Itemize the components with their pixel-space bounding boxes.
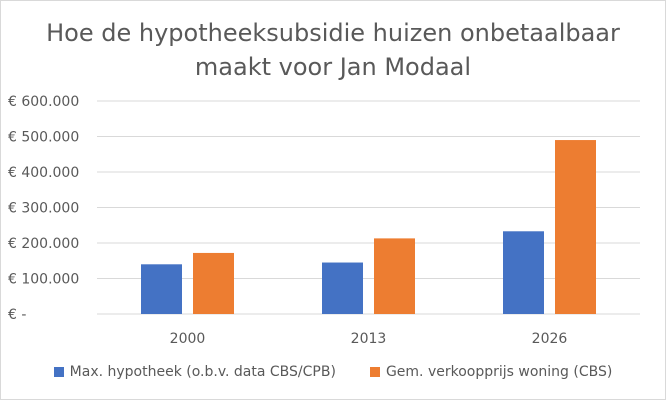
y-tick-label-4: € 400.000 — [8, 165, 79, 181]
x-axis-ticks: 2000 2013 2026 — [170, 331, 568, 347]
legend-label-series-0: Max. hypotheek (o.b.v. data CBS/CPB) — [69, 364, 336, 380]
legend-item-series-1: Gem. verkoopprijs woning (CBS) — [369, 364, 613, 380]
x-tick-label-2026: 2026 — [532, 331, 568, 347]
y-tick-label-0: € - — [8, 307, 26, 323]
y-tick-label-5: € 500.000 — [8, 130, 79, 146]
bar-series-1-2026 — [555, 140, 596, 314]
y-tick-label-6: € 600.000 — [8, 94, 79, 110]
y-tick-label-1: € 100.000 — [8, 272, 79, 288]
legend-swatch-series-0 — [53, 367, 64, 377]
bar-series-0-2000 — [141, 264, 182, 314]
bar-series-1-2013 — [374, 238, 415, 314]
bar-series-1-2000 — [193, 252, 234, 314]
gridlines — [97, 100, 640, 315]
y-axis-ticks: € - € 100.000 € 200.000 € 300.000 € 400.000 €… — [8, 94, 79, 323]
x-tick-label-2000: 2000 — [170, 331, 206, 347]
legend-item-series-0: Max. hypotheek (o.b.v. data CBS/CPB) — [53, 364, 336, 380]
legend: Max. hypotheek (o.b.v. data CBS/CPB) Gem… — [0, 364, 666, 380]
chart-title: Hoe de hypotheeksubsidie huizen onbetaal… — [46, 19, 620, 81]
y-tick-label-3: € 300.000 — [8, 201, 79, 217]
bar-series-0-2026 — [503, 231, 544, 314]
y-tick-label-2: € 200.000 — [8, 236, 79, 252]
legend-swatch-series-1 — [369, 367, 380, 377]
bars — [141, 140, 596, 314]
bar-series-0-2013 — [322, 262, 363, 314]
legend-label-series-1: Gem. verkoopprijs woning (CBS) — [385, 364, 613, 380]
x-tick-label-2013: 2013 — [351, 331, 387, 347]
